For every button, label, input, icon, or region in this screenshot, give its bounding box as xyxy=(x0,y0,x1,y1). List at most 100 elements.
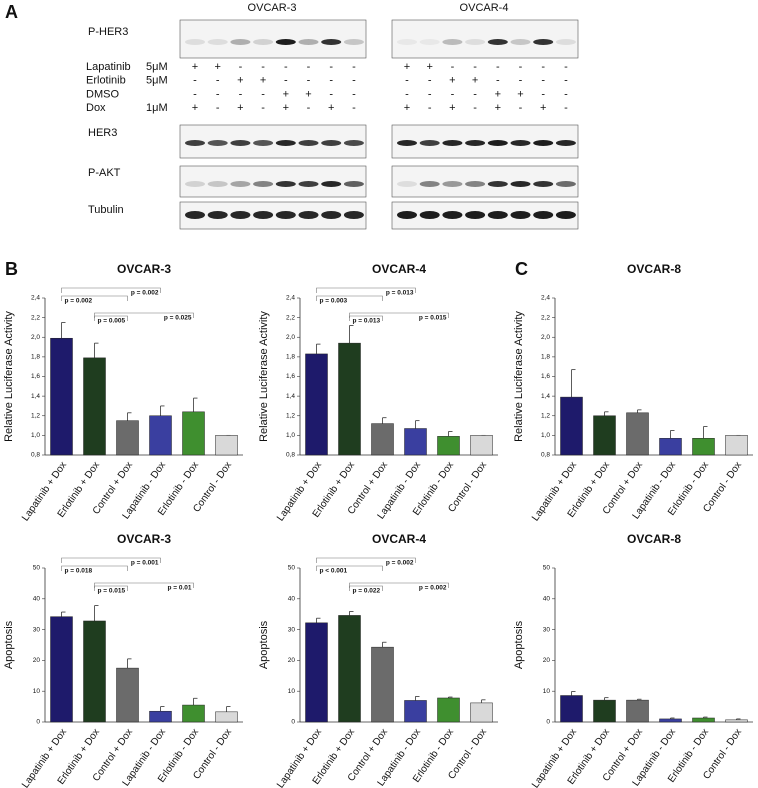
sign: - xyxy=(428,88,432,100)
y-tick-label: 30 xyxy=(288,626,296,633)
p-value: p = 0.013 xyxy=(386,290,414,297)
band xyxy=(230,39,251,45)
p-value: p = 0.015 xyxy=(419,315,447,322)
p-value: p = 0.018 xyxy=(65,568,93,575)
band xyxy=(465,140,486,146)
condition-label: Erlotinib xyxy=(86,75,126,87)
protein-label: Tubulin xyxy=(88,204,124,216)
comparison-bracket xyxy=(94,312,194,318)
comparison-bracket xyxy=(349,582,449,588)
band xyxy=(230,181,251,187)
comparison-bracket xyxy=(316,287,416,293)
y-tick-label: 20 xyxy=(288,657,296,664)
comparison-bracket xyxy=(61,557,161,563)
y-tick-label: 50 xyxy=(288,565,296,572)
band xyxy=(185,211,205,219)
bar xyxy=(593,699,616,723)
band xyxy=(442,39,463,45)
band xyxy=(321,181,342,187)
sign: - xyxy=(307,61,311,73)
sign: + xyxy=(192,102,198,114)
comparison-bracket xyxy=(316,557,416,563)
panel-label: B xyxy=(5,259,18,279)
p-value: p = 0.025 xyxy=(164,315,192,322)
bar xyxy=(215,435,238,456)
band xyxy=(487,39,508,45)
y-tick-label: 1,0 xyxy=(541,432,550,439)
y-tick-label: 20 xyxy=(543,657,551,664)
sign: - xyxy=(541,88,545,100)
y-tick-label: 1,2 xyxy=(286,412,295,419)
bar xyxy=(725,719,748,723)
band xyxy=(207,140,228,146)
y-tick-label: 2,2 xyxy=(286,314,295,321)
band xyxy=(397,39,417,45)
y-tick-label: 1,2 xyxy=(541,412,550,419)
band xyxy=(275,39,296,45)
sign: - xyxy=(405,88,409,100)
panel-label: C xyxy=(515,259,528,279)
bar xyxy=(149,710,172,723)
chart-title: OVCAR-8 xyxy=(627,532,681,546)
bar xyxy=(305,622,328,723)
blot-box xyxy=(391,19,579,59)
band xyxy=(275,211,296,219)
protein-label: HER3 xyxy=(88,127,117,139)
band xyxy=(185,39,205,45)
y-tick-label: 1,8 xyxy=(286,354,295,361)
y-tick-label: 2,4 xyxy=(31,295,40,302)
p-value: p = 0.005 xyxy=(98,318,126,325)
y-axis-label: Apoptosis xyxy=(513,620,525,669)
bar xyxy=(182,704,205,723)
y-tick-label: 2,0 xyxy=(541,334,550,341)
y-tick-label: 1,4 xyxy=(541,393,550,400)
sign: + xyxy=(517,88,523,100)
band xyxy=(298,181,319,187)
comparison-bracket xyxy=(61,287,161,293)
y-tick-label: 10 xyxy=(288,688,296,695)
comparison-bracket xyxy=(316,295,383,301)
band xyxy=(555,39,576,45)
sign: - xyxy=(193,88,197,100)
band xyxy=(253,140,274,146)
band xyxy=(275,181,296,187)
sign: - xyxy=(519,102,523,114)
sign: - xyxy=(239,61,243,73)
y-tick-label: 2,0 xyxy=(286,334,295,341)
band xyxy=(510,140,531,146)
bar xyxy=(692,717,715,723)
bar xyxy=(371,646,394,723)
sign: - xyxy=(519,75,523,87)
sign: - xyxy=(261,88,265,100)
sign: - xyxy=(541,61,545,73)
bar xyxy=(437,697,460,723)
y-tick-label: 30 xyxy=(33,626,41,633)
band xyxy=(230,140,251,146)
y-tick-label: 1,8 xyxy=(541,354,550,361)
sign: - xyxy=(519,61,523,73)
band xyxy=(533,181,554,187)
band xyxy=(230,211,251,219)
y-tick-label: 0,8 xyxy=(286,452,295,459)
sign: - xyxy=(216,88,220,100)
sign: - xyxy=(352,102,356,114)
sign: - xyxy=(261,102,265,114)
comparison-bracket xyxy=(61,565,128,571)
band xyxy=(253,39,274,45)
sign: - xyxy=(307,102,311,114)
sign: + xyxy=(495,102,501,114)
band xyxy=(185,140,205,146)
comparison-bracket xyxy=(316,565,383,571)
bar xyxy=(338,615,361,723)
comparison-bracket xyxy=(349,585,383,591)
p-value: p = 0.001 xyxy=(131,560,159,567)
sign: + xyxy=(540,102,546,114)
p-value: p = 0.002 xyxy=(131,290,159,297)
band xyxy=(321,140,342,146)
chart-title: OVCAR-4 xyxy=(372,262,426,276)
bar xyxy=(626,412,649,456)
sign: - xyxy=(284,75,288,87)
sign: - xyxy=(564,88,568,100)
bar xyxy=(50,616,73,723)
y-axis-label: Relative Luciferase Activity xyxy=(3,311,15,442)
